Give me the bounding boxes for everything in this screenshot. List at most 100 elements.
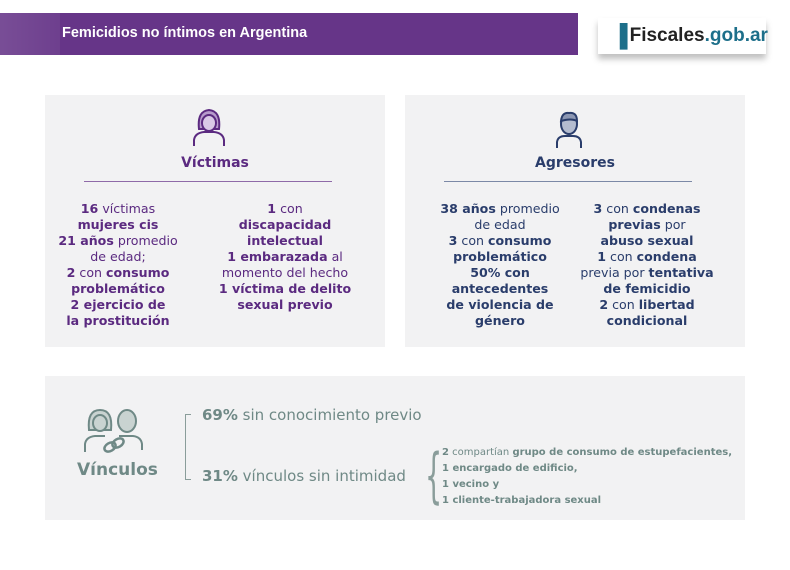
text-segment: promedio [495, 201, 560, 216]
vinculos-panel: Vínculos 69% sin conocimiento previo 31%… [45, 376, 745, 520]
text-segment: con [75, 265, 107, 280]
text-line: sexual previo [209, 297, 361, 313]
text-segment: víctimas [98, 201, 156, 216]
text-segment: abuso sexual [600, 233, 694, 248]
text-segment: 3 [593, 201, 603, 216]
header-decoration [0, 13, 60, 55]
text-line: de violencia de [425, 297, 575, 313]
text-segment: por [660, 217, 686, 232]
text-segment: al [327, 249, 343, 264]
text-segment: 2 [66, 265, 76, 280]
text-line: 2 compartían grupo de consumo de estupef… [442, 445, 732, 461]
text-line: intelectual [209, 233, 361, 249]
text-segment: promedio [113, 233, 178, 248]
text-segment: consumo [106, 265, 170, 280]
text-segment: discapacidad [238, 217, 332, 232]
text-line: previa por tentativa [567, 265, 727, 281]
text-segment: 2 ejercicio de [70, 297, 166, 312]
stat-text: sin conocimiento previo [237, 406, 422, 424]
people-link-icon [84, 408, 143, 453]
text-line: antecedentes [425, 281, 575, 297]
agresores-col-1: 38 años promedio de edad 3 con consumo prob… [425, 201, 575, 329]
vinculos-title: Vínculos [77, 460, 158, 480]
text-line: 3 con condenas [567, 201, 727, 217]
page-title: Femicidios no íntimos en Argentina [62, 25, 308, 41]
text-segment: condicional [606, 313, 688, 328]
text-segment: 1 [267, 201, 277, 216]
divider [84, 181, 332, 182]
logo-f-icon: ▐ [612, 23, 628, 48]
text-line: problemático [425, 249, 575, 265]
logo-brand: Fiscales [629, 25, 705, 46]
text-segment: 16 [80, 201, 99, 216]
text-segment: libertad [638, 297, 695, 312]
header-bar: Femicidios no íntimos en Argentina [0, 13, 578, 55]
text-line: previas por [567, 217, 727, 233]
text-line: 16 víctimas [45, 201, 191, 217]
text-line: 1 cliente-trabajadora sexual [442, 493, 732, 509]
text-line: 3 con consumo [425, 233, 575, 249]
text-segment: 3 [448, 233, 458, 248]
text-line: abuso sexual [567, 233, 727, 249]
text-segment: de violencia de [446, 297, 554, 312]
victimas-panel: Víctimas 16 víctimas mujeres cis 21 años p… [45, 95, 385, 347]
text-segment: condena [636, 249, 697, 264]
text-segment: compartían [448, 447, 513, 458]
text-segment: previas [608, 217, 661, 232]
text-line: 1 vecino y [442, 477, 732, 493]
text-line: de femicidio [567, 281, 727, 297]
text-segment: 1 embarazada [227, 249, 328, 264]
text-line: la prostitución [45, 313, 191, 329]
text-segment: 1 [597, 249, 607, 264]
text-segment: momento del hecho [221, 265, 349, 280]
text-line: 1 encargado de edificio, [442, 461, 732, 477]
text-segment: condenas [632, 201, 701, 216]
stat-sin-conocimiento: 69% sin conocimiento previo [202, 406, 422, 424]
text-segment: previa por [580, 265, 649, 280]
text-line: 1 con condena [567, 249, 727, 265]
fiscales-logo[interactable]: ▐ Fiscales .gob.ar [598, 18, 768, 54]
text-segment: 50% con [470, 265, 530, 280]
text-segment: consumo [488, 233, 552, 248]
text-segment: tentativa [648, 265, 714, 280]
text-line: 1 víctima de delito [209, 281, 361, 297]
text-segment: con [608, 297, 639, 312]
text-line: discapacidad [209, 217, 361, 233]
text-line: 1 embarazada al [209, 249, 361, 265]
text-line: 50% con [425, 265, 575, 281]
text-segment: 2 [599, 297, 609, 312]
text-segment: con [276, 201, 303, 216]
stat-pct: 31% [202, 467, 238, 485]
text-segment: 1 encargado de edificio, [442, 463, 578, 474]
text-line: 2 con consumo [45, 265, 191, 281]
victimas-title: Víctimas [181, 155, 249, 171]
curly-brace: { [425, 441, 443, 511]
text-segment: la prostitución [66, 313, 170, 328]
stat-text: vínculos sin intimidad [237, 467, 406, 485]
text-segment: antecedentes [451, 281, 549, 296]
text-segment: 21 años [58, 233, 114, 248]
text-line: condicional [567, 313, 727, 329]
man-icon [556, 111, 582, 148]
victimas-col-2: 1 con discapacidad intelectual 1 embarazada… [209, 201, 361, 313]
agresores-title: Agresores [535, 155, 615, 171]
text-segment: con [457, 233, 489, 248]
text-segment: 1 cliente-trabajadora sexual [442, 495, 602, 506]
text-line: mujeres cis [45, 217, 191, 233]
vinculos-details: 2 compartían grupo de consumo de estupef… [442, 445, 732, 509]
text-segment: género [475, 313, 525, 328]
text-line: problemático [45, 281, 191, 297]
text-line: 2 con libertad [567, 297, 727, 313]
text-segment: intelectual [247, 233, 323, 248]
text-segment: con [606, 249, 637, 264]
victimas-col-1: 16 víctimas mujeres cis 21 años promedio de… [45, 201, 191, 329]
agresores-panel: Agresores 38 años promedio de edad 3 con c… [405, 95, 745, 347]
text-line: de edad; [45, 249, 191, 265]
text-segment: 38 años [440, 201, 496, 216]
text-segment: problemático [453, 249, 547, 264]
woman-icon [193, 108, 225, 146]
bracket [185, 414, 191, 480]
logo-domain: .gob.ar [704, 25, 768, 46]
text-segment: de edad [474, 217, 526, 232]
text-segment: de edad; [90, 249, 146, 264]
